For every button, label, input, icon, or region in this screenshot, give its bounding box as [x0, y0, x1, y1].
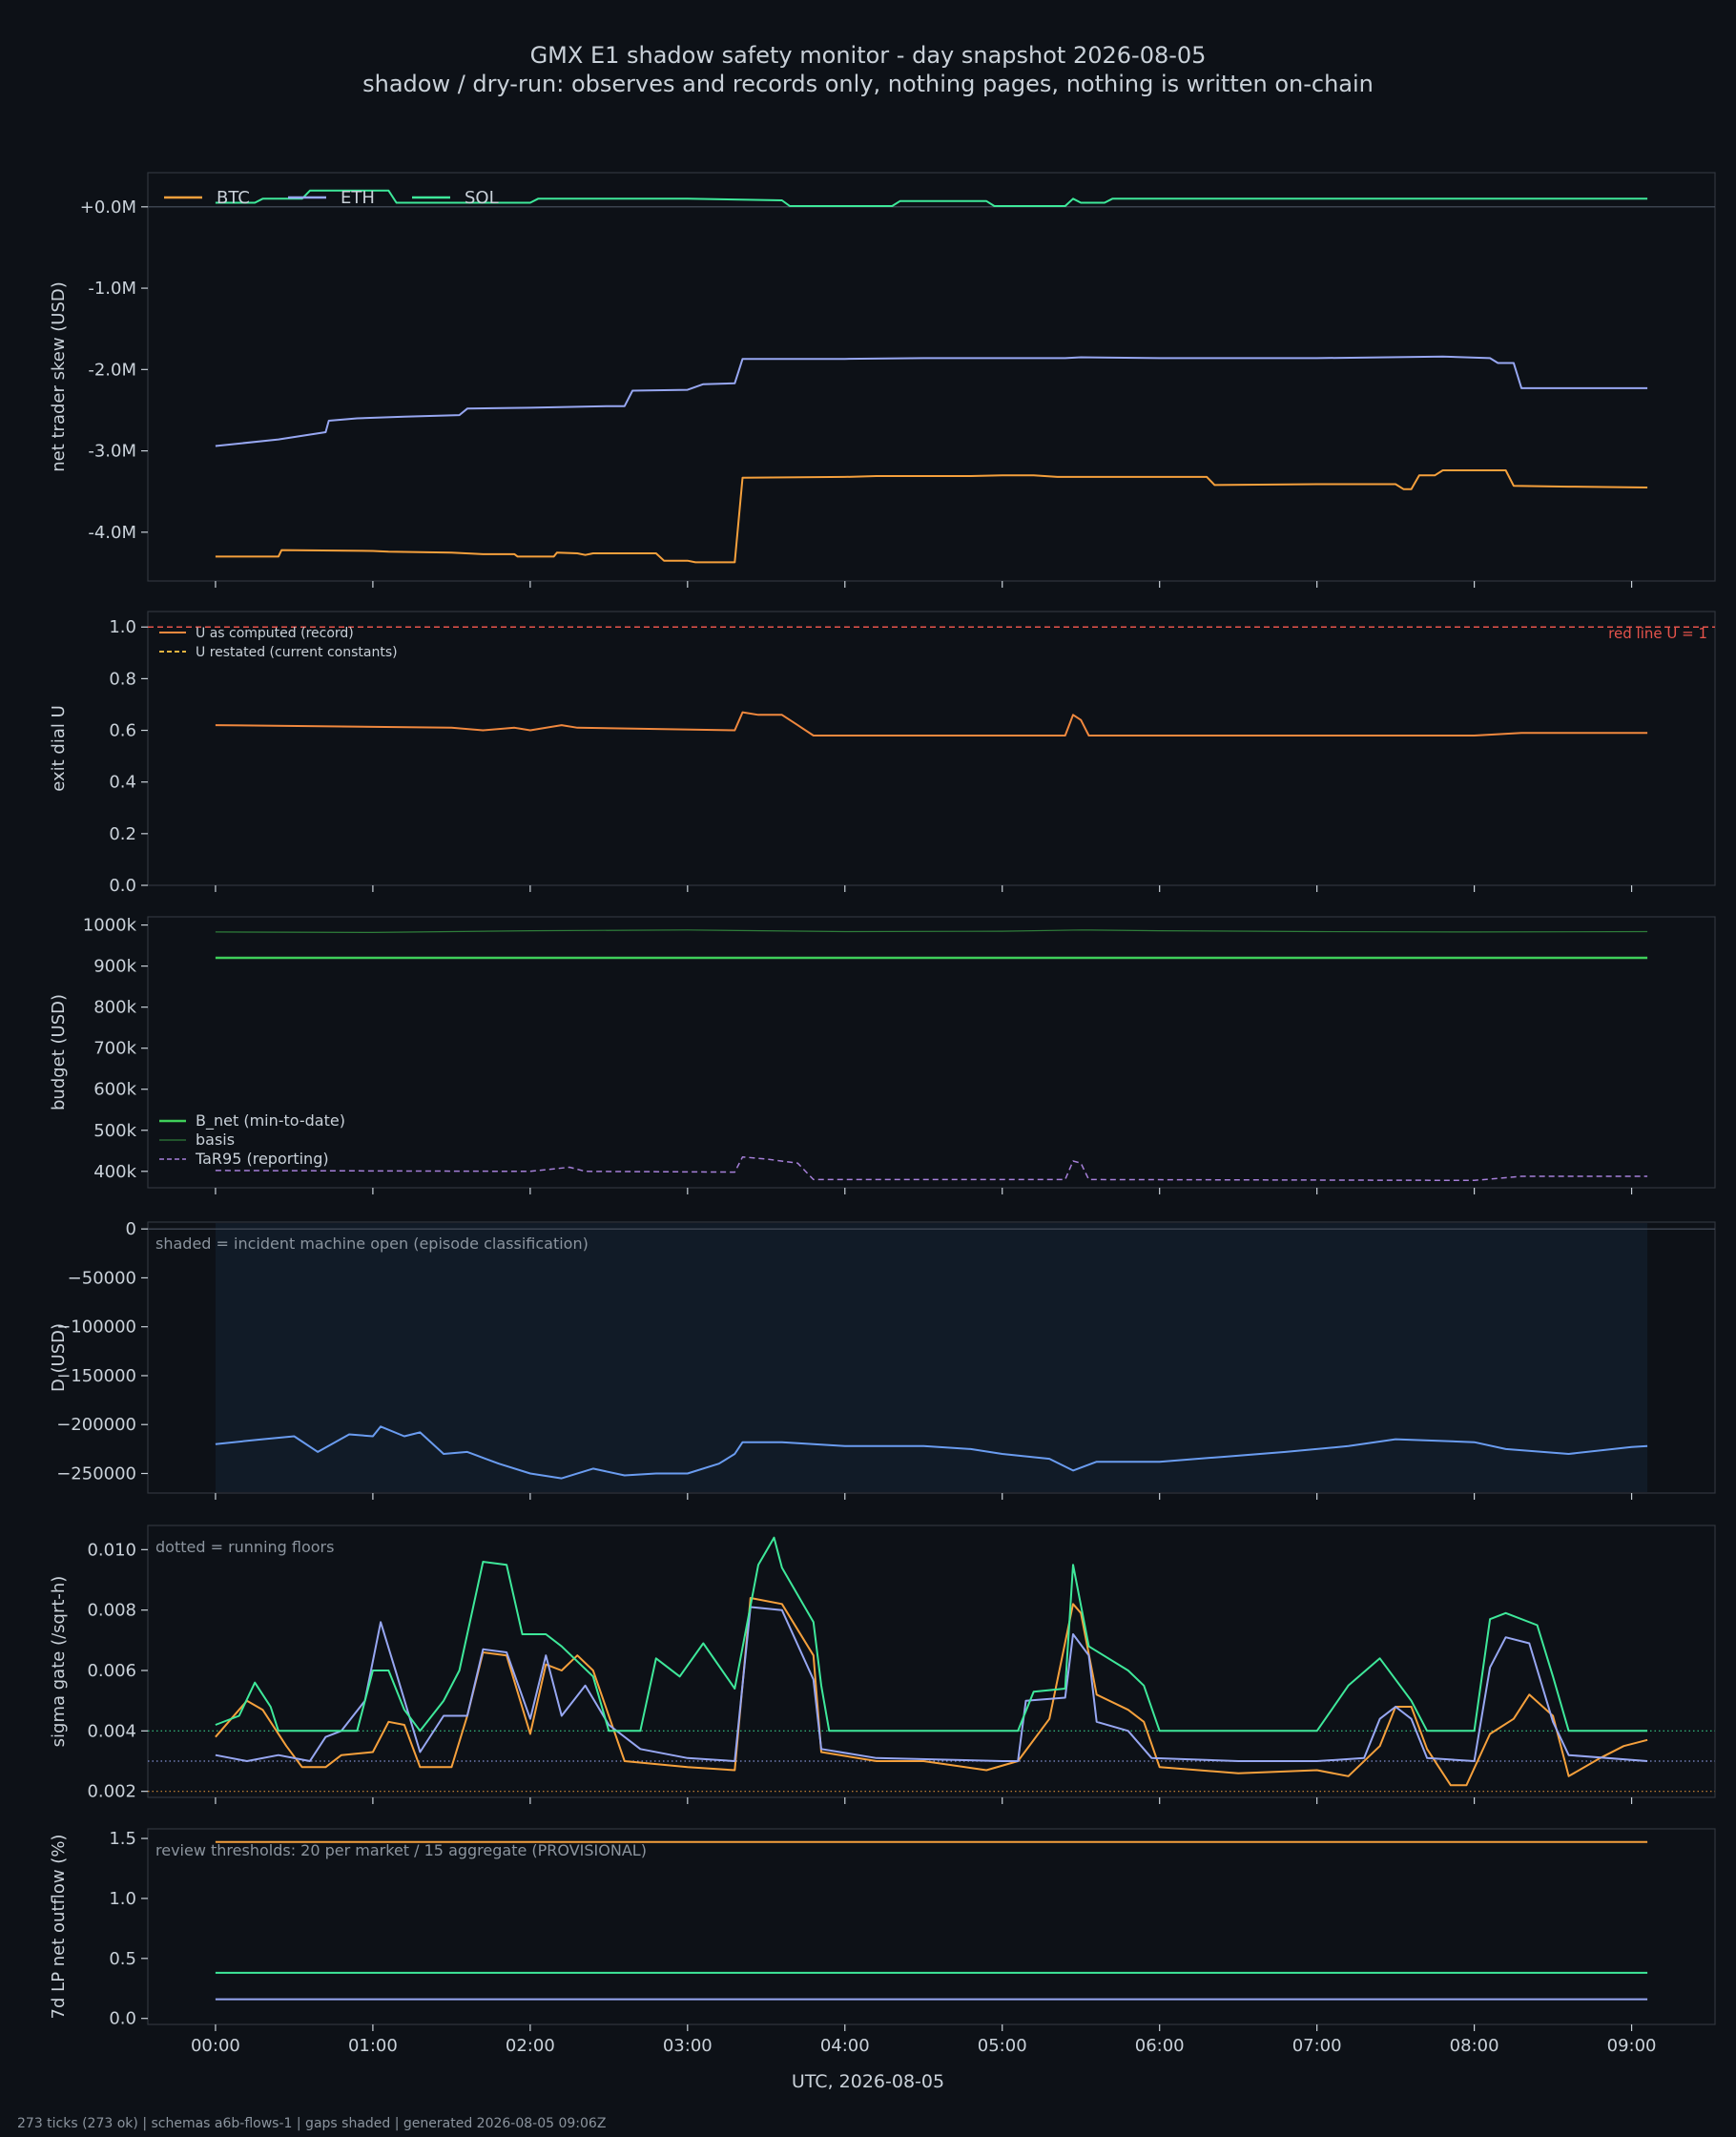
series-line-tar95-reporting- — [215, 1155, 1648, 1182]
x-tick-label: 06:00 — [1135, 2036, 1185, 2056]
y-tick-label: 0.4 — [109, 773, 136, 793]
y-tick-label: 1.5 — [109, 1829, 136, 1849]
y-tick-label: 0.004 — [87, 1721, 136, 1741]
legend-label: basis — [196, 1131, 235, 1149]
y-tick-label: 0.2 — [109, 824, 136, 844]
y-tick-label: -4.0M — [88, 523, 136, 543]
x-tick-label: 02:00 — [506, 2036, 555, 2056]
series-line-basis — [215, 929, 1648, 934]
legend-label: ETH — [341, 188, 375, 208]
legend-label: U restated (current constants) — [196, 645, 398, 660]
y-tick-label: -1.0M — [88, 279, 136, 299]
y-tick-label: 1000k — [83, 916, 137, 936]
legend-label: BTC — [217, 188, 250, 208]
y-tick-label: −100000 — [56, 1317, 136, 1338]
y-axis-label: D (USD) — [49, 1323, 69, 1392]
y-tick-label: 500k — [93, 1121, 136, 1141]
panel-lp_outflow: 0.0 0.5 1.0 1.5 00:00 01:00 02:00 03:00 04:00 05:… — [49, 1828, 1716, 2056]
y-tick-label: 0.5 — [109, 1949, 136, 1969]
legend-label: SOL — [465, 188, 499, 208]
y-tick-label: 700k — [93, 1039, 136, 1059]
x-tick-label: 05:00 — [978, 2036, 1027, 2056]
y-axis-label: 7d LP net outflow (%) — [49, 1835, 69, 2020]
panel-skew: +0.0M -1.0M -2.0M -3.0M -4.0M net trader skew… — [49, 172, 1716, 588]
red-line-label: red line U = 1 — [1608, 625, 1707, 642]
y-tick-label: 800k — [93, 998, 136, 1018]
y-tick-label: −150000 — [56, 1366, 136, 1386]
x-tick-label: 01:00 — [348, 2036, 398, 2056]
x-tick-label: 03:00 — [663, 2036, 713, 2056]
footer-status: 273 ticks (273 ok) | schemas a6b-flows-1… — [17, 2116, 606, 2131]
y-tick-label: 400k — [93, 1162, 136, 1182]
panel-frame — [147, 1525, 1716, 1798]
y-tick-label: 0.006 — [87, 1661, 136, 1681]
y-axis-label: exit dial U — [49, 705, 69, 792]
y-tick-label: 0.0 — [109, 876, 136, 896]
panel-D: 0 −50000 −100000 −150000 −200000 −250000 D (US… — [49, 1219, 1716, 1500]
panel-annotation: shaded = incident machine open (episode … — [155, 1234, 589, 1253]
x-tick-label: 08:00 — [1450, 2036, 1499, 2056]
panel-budget: 400k 500k 600k 700k 800k 900k 1000k budget (USD… — [49, 916, 1716, 1194]
panel-frame — [147, 611, 1716, 886]
y-tick-label: 0.0 — [109, 2009, 136, 2029]
y-tick-label: 600k — [93, 1080, 136, 1100]
panel-annotation: review thresholds: 20 per market / 15 ag… — [155, 1841, 647, 1859]
y-tick-label: -3.0M — [88, 442, 136, 462]
panel-frame — [147, 1828, 1716, 2025]
series-line-eth — [215, 355, 1648, 447]
y-tick-label: 1.0 — [109, 617, 136, 637]
x-tick-label: 09:00 — [1607, 2036, 1657, 2056]
x-tick-label: 04:00 — [820, 2036, 870, 2056]
y-tick-label: 0.8 — [109, 669, 136, 689]
y-axis-label: net trader skew (USD) — [49, 281, 69, 472]
y-tick-label: −50000 — [68, 1268, 136, 1288]
panel-frame — [147, 1221, 1716, 1494]
series-line-u-as-computed-record- — [215, 711, 1648, 737]
y-tick-label: 900k — [93, 957, 136, 977]
y-tick-label: 0.010 — [87, 1540, 136, 1560]
panel-exit_dial: 0.0 0.2 0.4 0.6 0.8 1.0 exit dial U red line U … — [49, 611, 1716, 896]
series-line-eth — [215, 1606, 1648, 1762]
series-line-d — [215, 1425, 1648, 1480]
y-axis-label: budget (USD) — [49, 994, 69, 1110]
chart-subtitle: shadow / dry-run: observes and records o… — [362, 71, 1374, 97]
series-line-btc — [215, 469, 1648, 564]
x-tick-label: 07:00 — [1292, 2036, 1342, 2056]
y-tick-label: 0.002 — [87, 1782, 136, 1802]
panel-frame — [147, 916, 1716, 1189]
y-tick-label: −250000 — [56, 1463, 136, 1483]
legend-label: TaR95 (reporting) — [195, 1150, 329, 1168]
y-tick-label: -2.0M — [88, 360, 136, 380]
series-line-sol — [215, 1536, 1648, 1732]
incident-shade — [215, 1223, 1648, 1492]
legend-label: U as computed (record) — [196, 626, 354, 641]
panel-annotation: dotted = running floors — [155, 1538, 334, 1556]
y-tick-label: 0.6 — [109, 721, 136, 741]
panel-frame — [147, 172, 1716, 582]
x-tick-label: 00:00 — [191, 2036, 240, 2056]
chart-panels: +0.0M -1.0M -2.0M -3.0M -4.0M net trader skew… — [49, 172, 1716, 2056]
y-tick-label: −200000 — [56, 1415, 136, 1435]
y-tick-label: 0 — [126, 1219, 136, 1239]
y-tick-label: +0.0M — [80, 197, 136, 218]
y-axis-label: sigma gate (/sqrt-h) — [49, 1576, 69, 1748]
panel-sigma: 0.002 0.004 0.006 0.008 0.010 sigma gate (/sq… — [49, 1525, 1716, 1804]
legend-label: B_net (min-to-date) — [196, 1111, 345, 1131]
y-tick-label: 1.0 — [109, 1889, 136, 1909]
series-line-sol — [215, 189, 1648, 207]
x-axis-label: UTC, 2026-08-05 — [792, 2071, 944, 2092]
chart-title: GMX E1 shadow safety monitor - day snaps… — [530, 42, 1207, 69]
y-tick-label: 0.008 — [87, 1601, 136, 1621]
series-line-btc — [215, 1597, 1648, 1787]
